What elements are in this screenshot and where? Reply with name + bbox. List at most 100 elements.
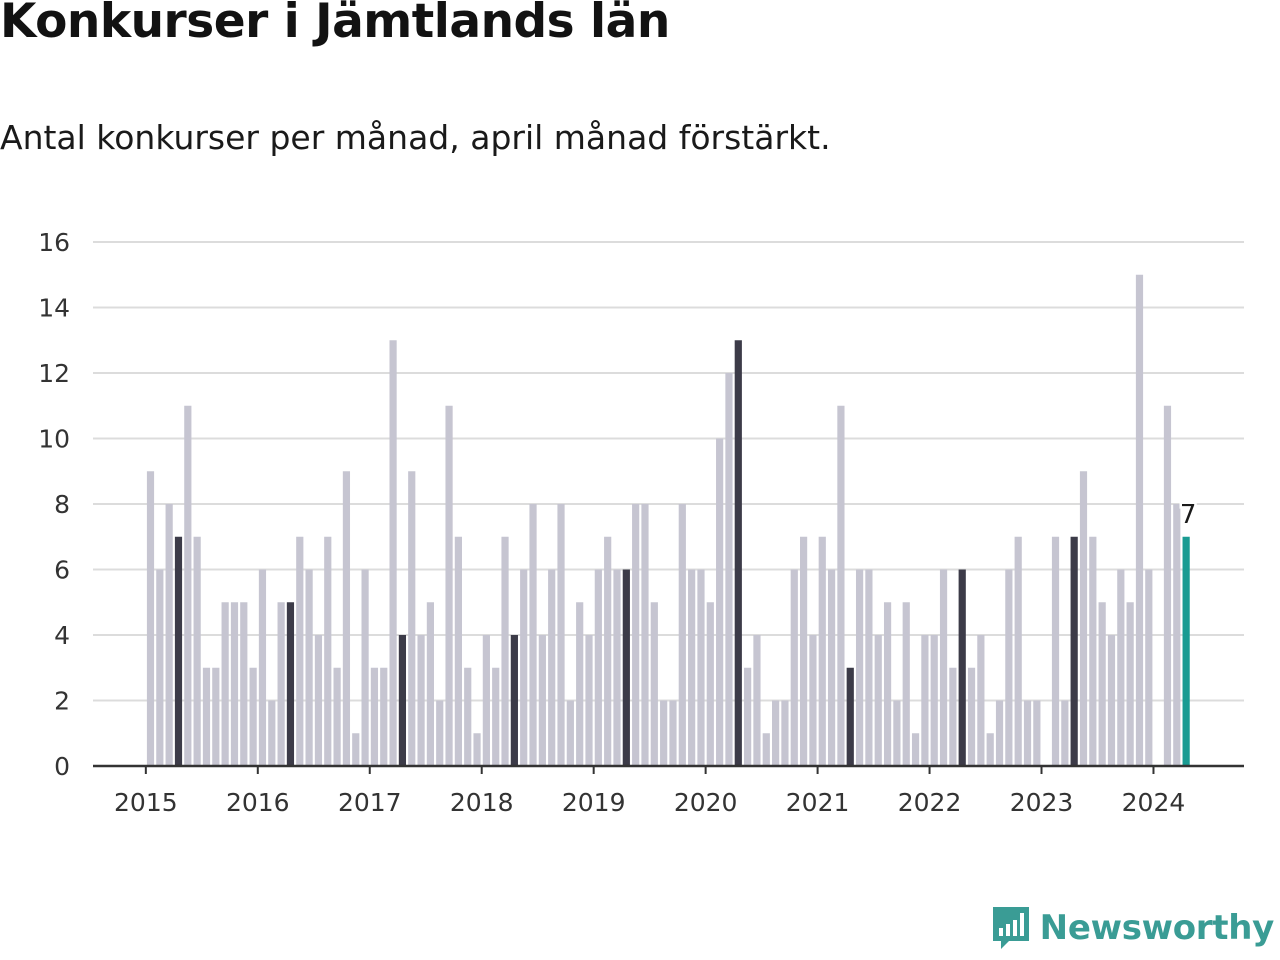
bar	[156, 569, 164, 766]
bar	[1033, 700, 1041, 766]
bar	[529, 504, 537, 766]
bar	[389, 340, 397, 766]
x-tick-label: 2023	[1010, 788, 1074, 817]
bar	[520, 569, 528, 766]
bar	[697, 569, 705, 766]
bar	[650, 602, 658, 766]
bars	[146, 274, 1190, 766]
bar	[716, 438, 724, 766]
bar	[706, 602, 714, 766]
y-axis-tick-labels: 0 2 4 6 8 10 12 14 16	[38, 228, 70, 781]
bar	[883, 602, 892, 766]
bar	[492, 667, 500, 766]
bar	[464, 667, 472, 766]
newsworthy-logo-icon	[992, 907, 1029, 949]
bar	[258, 569, 267, 766]
bar	[818, 536, 826, 766]
bar	[146, 471, 155, 766]
bar	[1014, 536, 1022, 766]
bar	[641, 504, 649, 766]
bar	[594, 569, 602, 766]
bar	[184, 405, 192, 766]
bar	[361, 569, 369, 766]
bar	[501, 536, 509, 766]
bar-april	[734, 340, 742, 766]
bar	[837, 405, 845, 766]
gridlines	[93, 241, 1244, 702]
bar	[324, 536, 332, 766]
x-tick-label: 2024	[1122, 788, 1186, 817]
bar	[296, 536, 304, 766]
x-tick-label: 2017	[338, 788, 402, 817]
y-tick-label: 4	[54, 621, 70, 650]
bar	[305, 569, 313, 766]
bar	[688, 569, 696, 766]
bar	[585, 635, 593, 766]
y-tick-label: 16	[38, 228, 70, 257]
x-tick-label: 2019	[562, 788, 626, 817]
bar	[1051, 536, 1060, 766]
bar	[202, 667, 211, 766]
chart-title: Konkurser i Jämtlands län	[0, 0, 670, 49]
bar	[967, 667, 976, 766]
x-axis: 2015 2016 2017 2018 2019 2020 2021 2022 2023 2024	[114, 766, 1185, 817]
bar-april	[622, 569, 630, 766]
bar	[482, 635, 490, 766]
bar	[855, 569, 864, 766]
bar	[911, 733, 920, 766]
bar	[902, 602, 910, 766]
bar-april	[286, 602, 295, 766]
brand-name: Newsworthy	[1039, 908, 1275, 948]
bar	[1098, 602, 1106, 766]
bar	[370, 667, 379, 766]
y-tick-label: 8	[54, 490, 70, 519]
bar	[314, 635, 323, 766]
bar	[1023, 700, 1032, 766]
x-tick-label: 2018	[450, 788, 514, 817]
bar	[893, 700, 901, 766]
bar	[1079, 471, 1088, 766]
x-tick-label: 2021	[786, 788, 850, 817]
bar	[781, 700, 789, 766]
bar	[566, 700, 574, 766]
bar	[772, 700, 780, 766]
bar	[436, 700, 444, 766]
annotations: 7	[1177, 497, 1199, 532]
bar	[762, 733, 770, 766]
bar	[874, 635, 882, 766]
bar	[744, 667, 752, 766]
bar	[426, 602, 434, 766]
bar	[865, 569, 873, 766]
bar	[230, 602, 239, 766]
bar	[632, 504, 640, 766]
bar-april	[846, 667, 854, 766]
bar-april	[174, 536, 183, 766]
bar	[445, 405, 453, 766]
bar-april	[510, 635, 518, 766]
bar	[986, 733, 994, 766]
bar	[221, 602, 229, 766]
bar	[240, 602, 248, 766]
bar	[790, 569, 798, 766]
bar	[333, 667, 341, 766]
bar	[268, 700, 276, 766]
bar	[557, 504, 565, 766]
y-tick-label: 10	[38, 425, 70, 454]
bar-april	[958, 569, 966, 766]
bar	[939, 569, 948, 766]
bar-april	[398, 635, 407, 766]
bar	[660, 700, 668, 766]
bar	[1173, 504, 1181, 766]
y-tick-label: 0	[54, 752, 70, 781]
bar	[473, 733, 481, 766]
bar	[827, 569, 836, 766]
bar	[1163, 405, 1172, 766]
bar	[800, 536, 808, 766]
y-tick-label: 12	[38, 359, 70, 388]
bar	[930, 635, 938, 766]
y-tick-label: 2	[54, 687, 70, 716]
bar-april	[1070, 536, 1078, 766]
x-tick-label: 2016	[226, 788, 290, 817]
bar	[417, 635, 425, 766]
